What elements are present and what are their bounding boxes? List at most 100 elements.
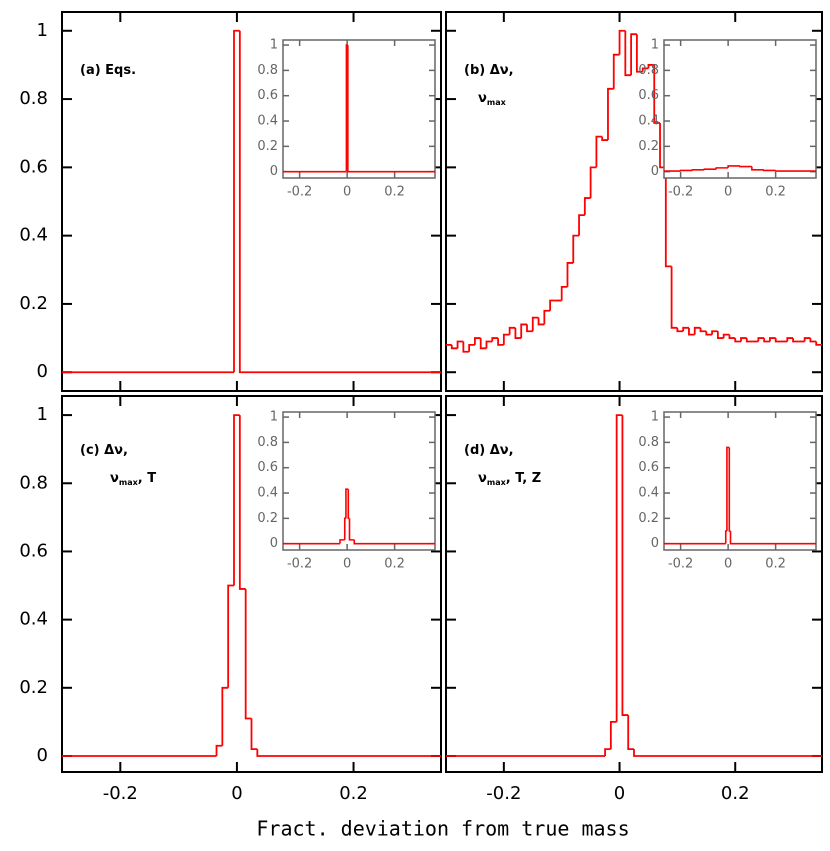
histogram-step [699,327,707,333]
histogram-step [485,340,493,349]
y-tick-label: 1 [651,38,659,53]
y-tick-label: 0.4 [19,225,48,246]
y-tick-label: 0.2 [638,511,659,526]
label-part: max [119,478,139,487]
x-tick-label: 0 [614,783,625,804]
histogram-step [786,337,794,342]
y-tick-label: 0 [37,745,48,766]
histogram-step [609,720,617,750]
panel-label: νmax, T, Z [478,471,541,488]
y-tick-label: 0.8 [257,435,278,450]
y-tick-label: 0.8 [19,88,48,109]
y-tick-label: 0.6 [638,88,659,103]
x-axis-label: Fract. deviation from true mass [256,817,629,841]
histogram-step [728,447,731,532]
histogram-step [514,327,522,339]
histogram-step [691,168,705,171]
y-tick-label: 0 [37,361,48,382]
histogram-step [693,326,701,335]
histogram-step [630,33,637,76]
y-tick-label: 1 [270,410,278,425]
panel-label: (c) Δν, [80,443,128,458]
x-tick-label: 0.2 [765,557,786,572]
histogram-step [233,414,240,586]
y-tick-label: 1 [270,38,278,53]
histogram-step [589,166,597,199]
histogram-step [762,169,776,172]
histogram-step [502,333,510,345]
y-tick-label: 0.8 [638,63,659,78]
y-tick-label: 0.6 [19,540,48,561]
histogram-step [740,337,747,342]
label-part: , T, Z [506,471,541,486]
y-tick-label: 0.4 [638,114,659,129]
y-tick-label: 0.6 [257,88,278,103]
histogram-step [227,584,235,688]
label-part: (a) Eqs. [80,63,136,78]
histogram-step [595,135,603,168]
inset-frame [282,411,436,551]
y-tick-label: 1 [37,404,48,425]
histogram-step [549,299,556,311]
y-tick-label: 0.2 [19,293,48,314]
histogram-step [703,168,717,170]
histogram-step [774,170,816,172]
x-tick-label: 0.2 [384,557,405,572]
histogram-step [238,30,441,374]
x-tick-label: -0.2 [287,557,312,572]
y-tick-label: 0.4 [19,609,48,630]
inset-frame [663,411,817,551]
label-part: ν [110,471,119,486]
x-tick-label: 0 [343,185,351,200]
histogram-step [682,326,689,332]
y-tick-label: 0.8 [19,472,48,493]
y-tick-label: 0.2 [638,139,659,154]
histogram-step [716,331,724,339]
histogram-step [348,518,355,541]
x-tick-label: -0.2 [103,783,138,804]
y-tick-label: 1 [37,20,48,41]
y-tick-label: 0.6 [638,460,659,475]
histogram-step [526,324,533,333]
histogram-step [664,167,672,268]
histogram-step [560,285,568,301]
histogram-step [339,539,345,544]
x-tick-label: 0.2 [765,185,786,200]
histogram-step [803,337,811,342]
histogram-step [244,588,252,720]
histogram-step [676,327,684,333]
y-tick-label: 0 [270,164,278,179]
label-part: max [487,478,507,487]
panel-label: νmax [478,91,507,108]
histogram-step [615,414,623,722]
histogram-step [809,338,817,343]
histogram-step [670,266,678,329]
y-tick-label: 1 [651,410,659,425]
panel-label: (d) Δν, [464,443,514,458]
histogram-step [508,326,516,335]
y-tick-label: 0 [651,164,659,179]
x-tick-label: -0.2 [287,185,312,200]
histogram-step [763,338,770,343]
panel-label: (a) Eqs. [80,63,136,78]
histogram-step [641,67,649,72]
x-tick-label: 0 [343,557,351,572]
histogram-step [621,415,629,716]
histogram-step [739,165,752,168]
y-tick-label: 0.2 [257,511,278,526]
histogram-step [345,44,348,172]
histogram-step [347,45,435,173]
y-tick-label: 0 [651,536,659,551]
label-part: (c) Δν, [80,443,128,458]
histogram-step [618,29,626,55]
x-tick-label: 0 [724,557,732,572]
panel-label: νmax, T [110,471,156,488]
histogram-step [688,327,695,336]
y-tick-label: 0.4 [638,486,659,501]
histogram-step [468,344,475,352]
x-tick-label: 0.2 [384,185,405,200]
histogram-step [734,338,742,343]
histogram-step [238,415,246,590]
histogram-step [221,686,229,746]
histogram-step [578,214,585,236]
